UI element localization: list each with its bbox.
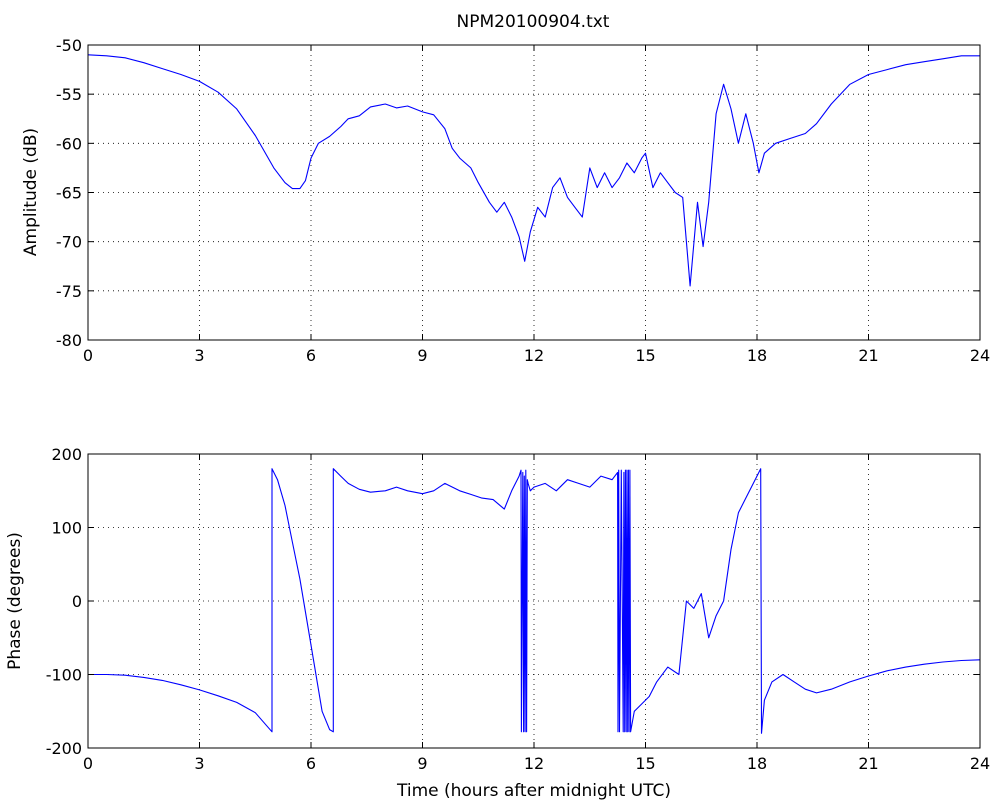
phase-x-tick-label: 18 <box>747 754 767 773</box>
phase-grid <box>88 454 980 748</box>
phase-x-tick-label: 21 <box>858 754 878 773</box>
phase-x-tick-label: 0 <box>83 754 93 773</box>
amplitude-line <box>87 54 980 287</box>
amplitude-y-tick-label: -55 <box>56 85 82 104</box>
amplitude-y-tick-label: -75 <box>56 282 82 301</box>
phase-ticks: 0 3 6 9 12 15 18 21 24 -200 -100 0 100 200 <box>46 445 990 773</box>
amplitude-y-tick-label: -50 <box>56 36 82 55</box>
phase-y-tick-label: 0 <box>72 592 82 611</box>
phase-x-tick-label: 24 <box>970 754 990 773</box>
phase-x-tick-label: 9 <box>417 754 427 773</box>
phase-y-tick-label: -100 <box>46 666 82 685</box>
amplitude-x-tick-label: 24 <box>970 346 990 365</box>
amplitude-subplot: 0 3 6 9 12 15 18 21 24 -80 -75 -70 -65 -60 -55 -50 Ampl… <box>21 36 990 365</box>
amplitude-x-tick-label: 18 <box>747 346 767 365</box>
amplitude-ticks: 0 3 6 9 12 15 18 21 24 -80 -75 -70 -65 -60 -55 -50 <box>56 36 990 365</box>
amplitude-y-tick-label: -80 <box>56 331 82 350</box>
amplitude-y-tick-label: -60 <box>56 134 82 153</box>
amplitude-x-tick-label: 6 <box>306 346 316 365</box>
amplitude-x-tick-label: 0 <box>83 346 93 365</box>
amplitude-x-tick-label: 9 <box>417 346 427 365</box>
phase-x-tick-label: 12 <box>524 754 544 773</box>
amplitude-x-tick-label: 12 <box>524 346 544 365</box>
amplitude-y-axis-label: Amplitude (dB) <box>21 128 41 256</box>
phase-x-axis-label: Time (hours after midnight UTC) <box>396 781 671 801</box>
amplitude-y-tick-label: -65 <box>56 184 82 203</box>
amplitude-x-tick-label: 3 <box>194 346 204 365</box>
phase-x-tick-label: 6 <box>306 754 316 773</box>
phase-y-tick-label: 100 <box>51 519 82 538</box>
phase-y-tick-label: -200 <box>46 739 82 758</box>
phase-x-tick-label: 15 <box>635 754 655 773</box>
amplitude-x-tick-label: 21 <box>858 346 878 365</box>
phase-line <box>88 468 981 734</box>
chart-title: NPM20100904.txt <box>457 12 610 32</box>
amplitude-x-tick-label: 15 <box>635 346 655 365</box>
amplitude-grid <box>88 45 980 340</box>
phase-x-tick-label: 3 <box>194 754 204 773</box>
phase-subplot: 0 3 6 9 12 15 18 21 24 -200 -100 0 100 200 Phase (deg… <box>5 445 990 801</box>
amplitude-y-tick-label: -70 <box>56 233 82 252</box>
phase-y-axis-label: Phase (degrees) <box>5 532 25 670</box>
phase-y-tick-label: 200 <box>51 445 82 464</box>
